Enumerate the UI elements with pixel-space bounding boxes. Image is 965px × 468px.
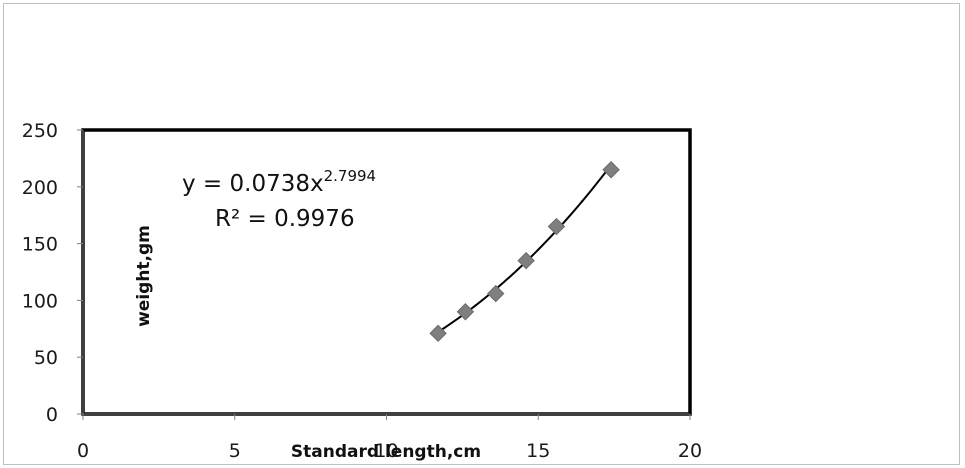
x-tick-label: 20 (678, 440, 702, 462)
y-tick-label: 0 (46, 404, 58, 426)
y-tick-label: 150 (22, 234, 58, 256)
data-point-marker (456, 303, 475, 321)
data-point-marker (602, 161, 620, 179)
data-points (429, 161, 620, 343)
y-tick-label: 100 (22, 290, 58, 312)
y-tick-label: 200 (22, 177, 58, 199)
data-point-marker (547, 217, 566, 236)
y-tick-label: 250 (22, 120, 58, 142)
x-tick-label: 0 (77, 440, 89, 462)
data-point-marker (487, 284, 505, 303)
plot-area-border (81, 128, 692, 416)
x-tick-label: 5 (229, 440, 241, 462)
x-tick-label: 10 (374, 440, 398, 462)
y-tick-label: 50 (34, 347, 58, 369)
data-point-marker (517, 251, 535, 270)
scatter-chart: 0 50 100 150 200 250 0 5 10 15 20 y = 0.0738x2.79… (22, 120, 702, 462)
x-axis-title: Standard length,cm (291, 442, 481, 462)
r-squared-label: R² = 0.9976 (215, 206, 355, 232)
y-axis-ticks: 0 50 100 150 200 250 (22, 120, 83, 426)
equation-exponent: 2.7994 (324, 167, 377, 185)
data-point-marker (429, 324, 447, 343)
equation-base: y = 0.0738x (182, 171, 324, 197)
x-tick-label: 15 (526, 440, 550, 462)
y-axis-title: weight,gm (134, 225, 154, 327)
trendline-equation: y = 0.0738x2.7994 (182, 167, 376, 197)
chart-frame: 0 50 100 150 200 250 0 5 10 15 20 y = 0.0738x2.79… (3, 3, 960, 465)
x-axis-ticks: 0 5 10 15 20 (77, 414, 702, 462)
